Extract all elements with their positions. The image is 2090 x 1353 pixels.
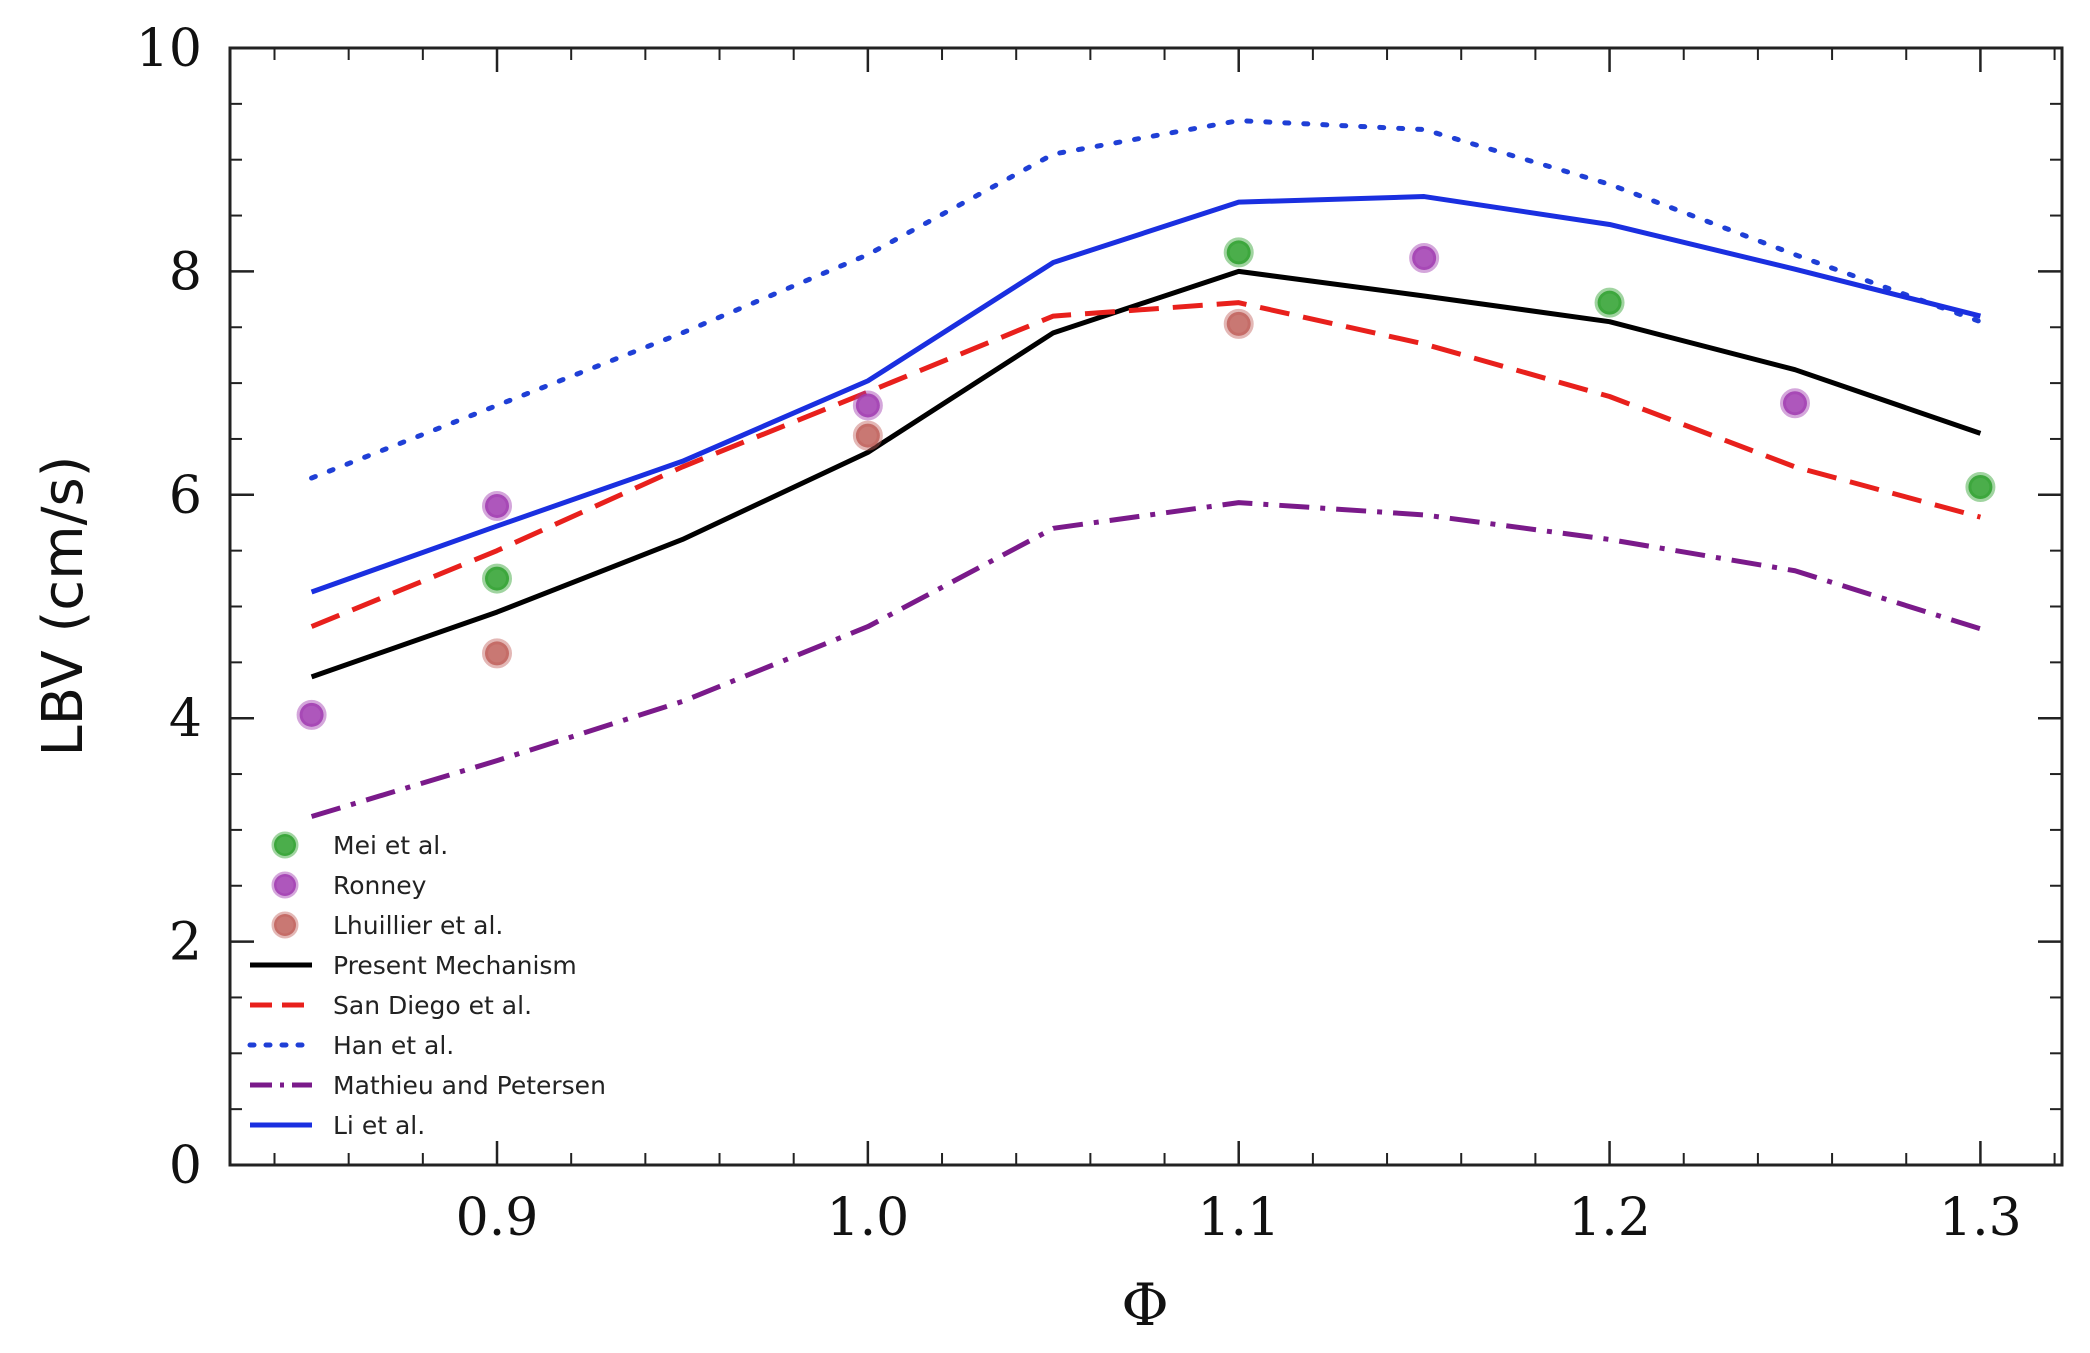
y-tick-label: 6 xyxy=(169,466,202,526)
x-tick-label: 1.0 xyxy=(827,1188,910,1248)
legend-entry-present-mechanism: Present Mechanism xyxy=(250,951,577,980)
y-axis-title: LBV (cm/s) xyxy=(31,455,96,756)
legend-marker xyxy=(271,911,299,939)
point-ronney xyxy=(482,490,513,521)
point-mei-et-al xyxy=(482,563,513,594)
x-tick-label: 1.3 xyxy=(1939,1188,2022,1248)
legend-label: Mei et al. xyxy=(333,831,448,860)
point-mei-et-al xyxy=(1594,287,1625,318)
y-tick-label: 0 xyxy=(169,1136,202,1196)
legend-entry-lhuillier-et-al: Lhuillier et al. xyxy=(271,911,503,940)
point-mei-et-al xyxy=(1223,237,1254,268)
point-lhuillier-et-al xyxy=(852,420,883,451)
series-line-mathieu-and-petersen xyxy=(310,500,1982,819)
x-tick-label: 1.1 xyxy=(1197,1188,1280,1248)
x-tick-label: 1.2 xyxy=(1568,1188,1651,1248)
legend-label: Present Mechanism xyxy=(333,951,577,980)
y-tick-label: 2 xyxy=(169,913,202,973)
point-ronney xyxy=(1409,242,1440,273)
legend: Mei et al. Ronney Lhuillier et al. Present … xyxy=(247,831,606,1140)
legend-label: Ronney xyxy=(333,871,427,900)
legend-entry-han-et-al: Han et al. xyxy=(247,1031,454,1060)
point-ronney xyxy=(1779,388,1810,419)
legend-entry-mei-et-al: Mei et al. xyxy=(271,831,448,860)
x-axis-title: Φ xyxy=(1121,1271,1169,1339)
legend-entry-li-et-al: Li et al. xyxy=(250,1111,425,1140)
series-line-han-et-al xyxy=(309,118,1983,481)
point-ronney xyxy=(852,390,883,421)
legend-entry-ronney: Ronney xyxy=(271,871,427,900)
legend-label: Han et al. xyxy=(333,1031,454,1060)
point-mei-et-al xyxy=(1965,471,1996,502)
tick-layer: 0.9 1.0 1.1 1.2 1.3 0 2 4 6 8 10 xyxy=(136,19,2062,1248)
legend-label: Mathieu and Petersen xyxy=(333,1071,606,1100)
x-tick-label: 0.9 xyxy=(456,1188,539,1248)
legend-marker xyxy=(271,831,299,859)
series-line-san-diego-et-al xyxy=(310,300,1982,629)
plot-layer xyxy=(296,118,1996,819)
y-tick-label: 4 xyxy=(169,689,202,749)
series-line-present-mechanism xyxy=(310,268,1982,680)
point-ronney xyxy=(296,699,327,730)
point-lhuillier-et-al xyxy=(1223,308,1254,339)
legend-entry-mathieu-and-petersen: Mathieu and Petersen xyxy=(250,1071,606,1100)
legend-label: San Diego et al. xyxy=(333,991,532,1020)
legend-label: Li et al. xyxy=(333,1111,425,1140)
y-tick-label: 10 xyxy=(136,19,202,79)
legend-marker xyxy=(271,871,299,899)
legend-label: Lhuillier et al. xyxy=(333,911,503,940)
legend-entry-san-diego-et-al: San Diego et al. xyxy=(250,991,532,1020)
point-lhuillier-et-al xyxy=(482,638,513,669)
series-line-li-et-al xyxy=(310,194,1982,595)
y-tick-label: 8 xyxy=(169,242,202,302)
